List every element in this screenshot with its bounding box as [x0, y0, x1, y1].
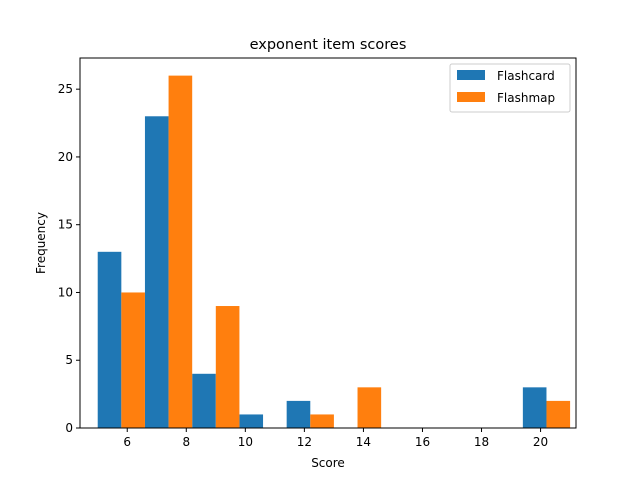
bar-flashcard-4 — [286, 400, 311, 428]
bar-flashcard-9 — [522, 387, 547, 428]
x-tick-label: 14 — [356, 435, 371, 449]
y-tick-label: 15 — [58, 218, 73, 232]
bar-flashmap-9 — [546, 400, 571, 428]
x-tick-label: 10 — [238, 435, 253, 449]
y-axis-title: Frequency — [34, 212, 48, 274]
legend-label-flashmap: Flashmap — [497, 91, 555, 105]
x-axis: 6 8 10 12 14 16 18 20 — [123, 428, 548, 449]
x-tick-label: 12 — [297, 435, 312, 449]
bar-flashcard-1 — [144, 116, 169, 429]
legend: Flashcard Flashmap — [449, 63, 571, 113]
chart-title: exponent item scores — [250, 37, 407, 53]
x-tick-label: 6 — [123, 435, 131, 449]
bar-flashmap-1 — [168, 75, 193, 428]
x-tick-label: 20 — [533, 435, 548, 449]
bar-flashmap-2 — [215, 306, 240, 428]
legend-swatch-flashcard — [457, 70, 485, 80]
y-tick-label: 0 — [65, 421, 73, 435]
bar-flashcard-2 — [192, 373, 216, 428]
y-tick-label: 5 — [65, 353, 73, 367]
y-tick-label: 10 — [58, 285, 73, 299]
y-axis: 0 5 10 15 20 25 — [58, 82, 80, 435]
bar-flashcard-0 — [97, 251, 122, 428]
x-tick-label: 8 — [182, 435, 190, 449]
legend-label-flashcard: Flashcard — [497, 69, 555, 83]
x-tick-label: 16 — [415, 435, 430, 449]
plot-frame — [79, 57, 577, 429]
y-tick-label: 25 — [58, 82, 73, 96]
bar-flashmap-5 — [357, 387, 382, 428]
bar-flashmap-0 — [121, 292, 145, 428]
bar-flashmap-4 — [310, 414, 334, 428]
x-tick-label: 18 — [474, 435, 489, 449]
y-tick-label: 20 — [58, 150, 73, 164]
bars — [97, 75, 571, 429]
bar-flashcard-3 — [239, 414, 264, 428]
x-axis-title: Score — [311, 456, 345, 470]
legend-swatch-flashmap — [457, 92, 485, 102]
